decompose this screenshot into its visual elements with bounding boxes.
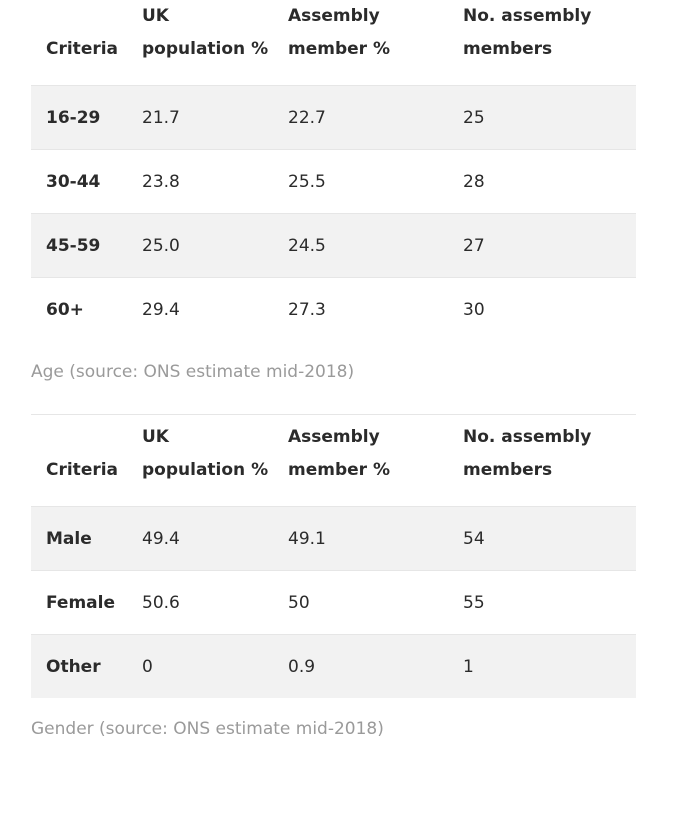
row-uk-population: 29.4 [142,299,180,320]
row-assembly-member: 49.1 [273,506,448,571]
row-criteria: 30-44 [31,149,127,214]
table-row: 30-44 23.8 25.5 28 [31,149,636,214]
header-criteria: Criteria [31,0,127,86]
gender-table-header-row: Criteria UK population % Assembly member… [31,421,636,507]
row-assembly-member: 24.5 [273,213,448,278]
table-row: Male 49.4 49.1 54 [31,506,636,571]
header-no-members: No. assembly members [448,421,636,507]
row-criteria: Female [31,570,127,635]
age-table-header-row: Criteria UK population % Assembly member… [31,0,636,86]
row-assembly-member: 22.7 [273,85,448,150]
gender-table: Criteria UK population % Assembly member… [31,421,636,698]
row-criteria: Other [31,634,127,698]
row-criteria: 45-59 [31,213,127,278]
row-no-members: 27 [448,213,636,278]
table-row: 60+ 29.4 27.3 30 [31,278,636,342]
row-uk-population: 49.4 [127,506,273,571]
content: Criteria UK population % Assembly member… [31,0,636,761]
row-no-members: 55 [448,570,636,635]
row-no-members: 25 [448,85,636,150]
row-criteria: Male [31,506,127,571]
row-criteria: 16-29 [31,85,127,150]
row-uk-population: 23.8 [127,149,273,214]
row-no-members: 30 [463,299,485,320]
row-assembly-member: 50 [273,570,448,635]
header-assembly-member: Assembly member % [273,0,448,86]
row-assembly-member: 25.5 [273,149,448,214]
header-uk-population: UK population % [127,421,273,507]
row-uk-population: 21.7 [127,85,273,150]
table-row: Female 50.6 50 55 [31,570,636,635]
header-no-members: No. assembly members [448,0,636,86]
row-uk-population: 0 [127,634,273,698]
header-uk-population: UK population % [127,0,273,86]
row-uk-population: 50.6 [127,570,273,635]
row-no-members: 28 [448,149,636,214]
age-table: Criteria UK population % Assembly member… [31,0,636,341]
age-table-caption: Age (source: ONS estimate mid-2018) [31,362,355,382]
header-assembly-member: Assembly member % [273,421,448,507]
table-row: 45-59 25.0 24.5 27 [31,213,636,278]
section-divider [31,414,636,415]
row-criteria: 60+ [46,299,84,320]
row-uk-population: 25.0 [127,213,273,278]
row-no-members: 1 [448,634,636,698]
row-assembly-member: 0.9 [273,634,448,698]
header-criteria: Criteria [31,421,127,507]
gender-table-caption: Gender (source: ONS estimate mid-2018) [31,719,384,739]
table-row: 16-29 21.7 22.7 25 [31,85,636,150]
row-no-members: 54 [448,506,636,571]
row-assembly-member: 27.3 [288,299,326,320]
table-row: Other 0 0.9 1 [31,634,636,698]
